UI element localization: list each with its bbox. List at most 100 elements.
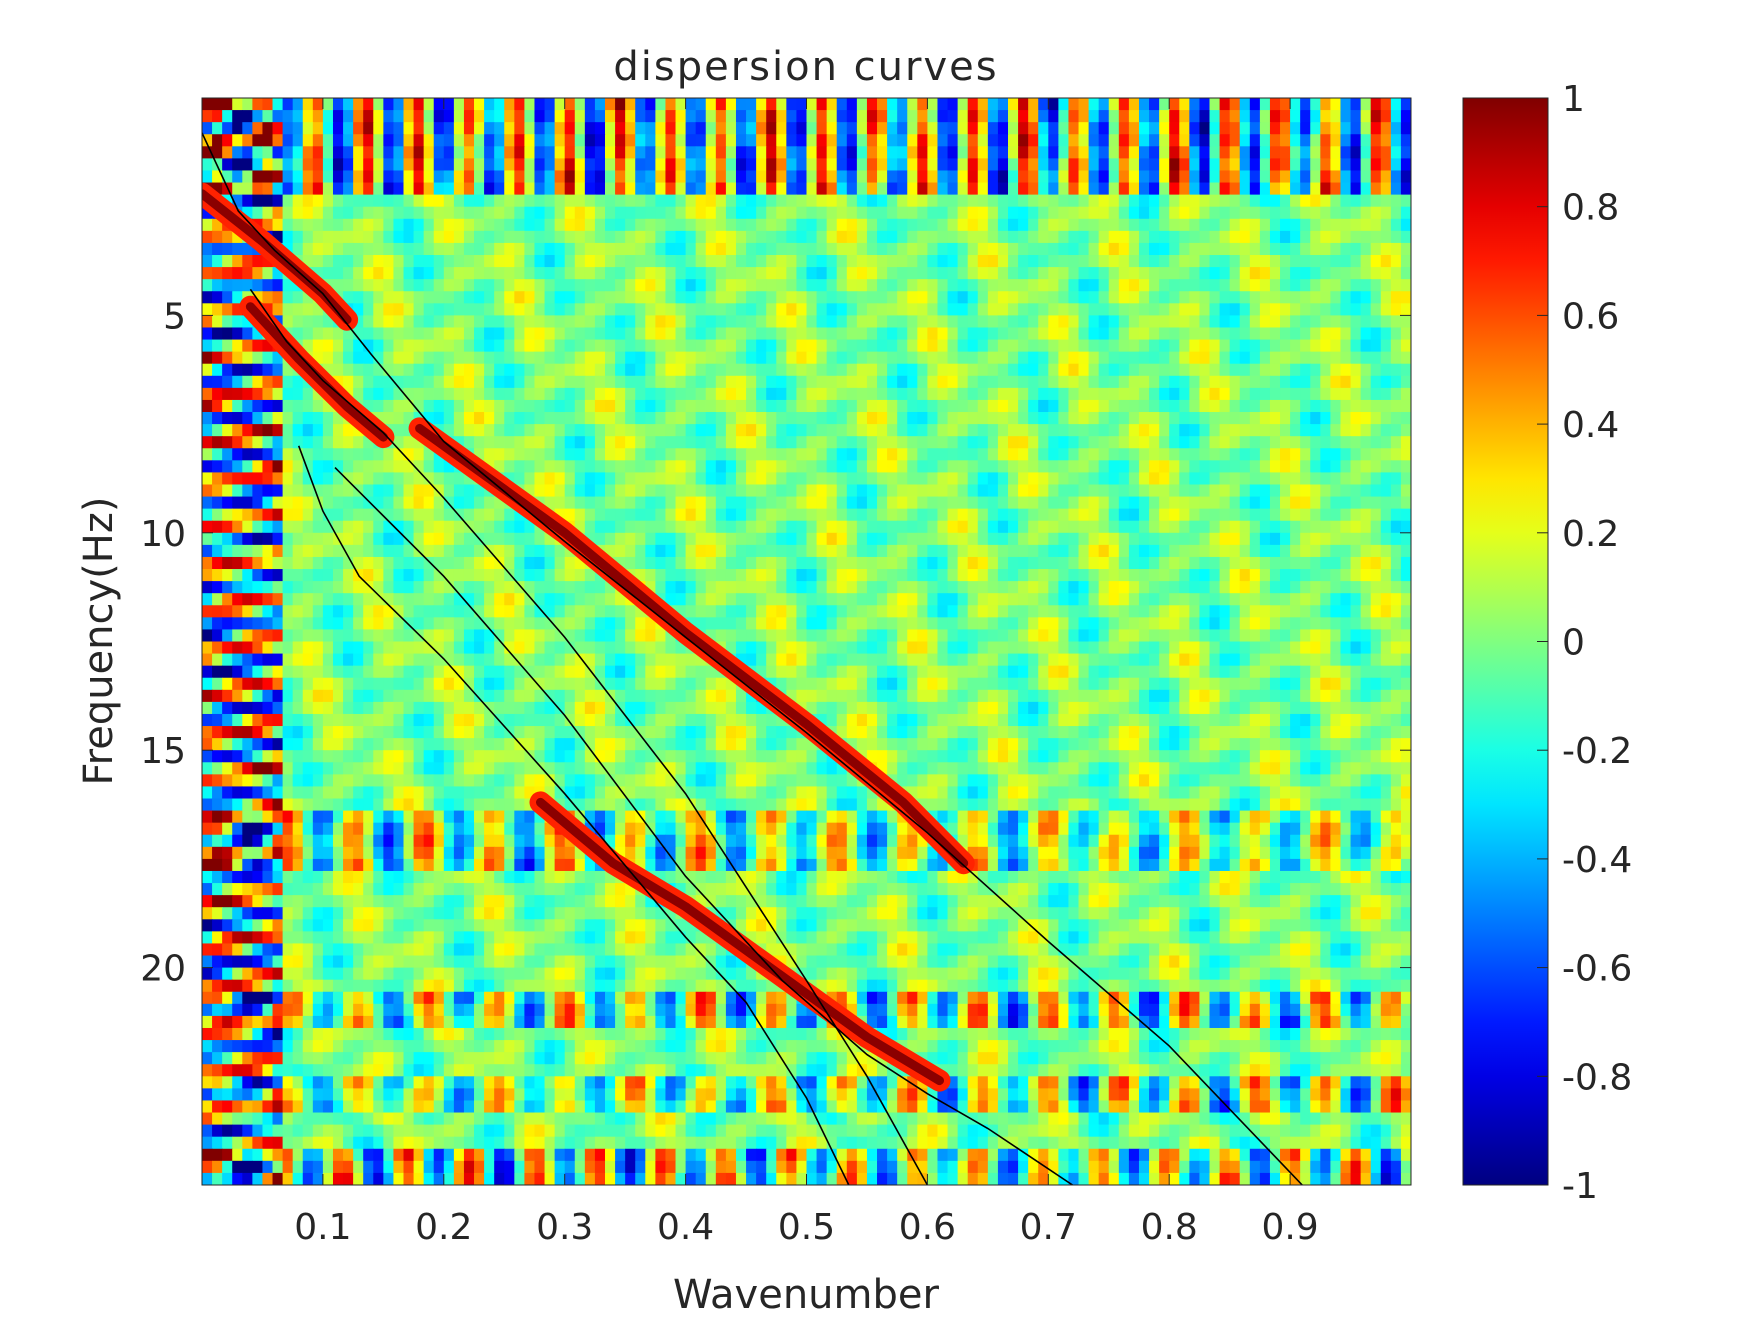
heatmap-cell bbox=[403, 315, 415, 329]
heatmap-cell bbox=[1310, 460, 1321, 474]
heatmap-cell bbox=[786, 532, 798, 546]
heatmap-cell bbox=[1259, 436, 1271, 449]
heatmap-cell bbox=[1138, 146, 1150, 159]
heatmap-cell bbox=[615, 520, 626, 534]
heatmap-cell bbox=[967, 230, 979, 244]
heatmap-cell bbox=[373, 569, 384, 582]
heatmap-cell bbox=[252, 520, 264, 534]
heatmap-cell bbox=[393, 581, 405, 594]
heatmap-cell bbox=[1259, 122, 1271, 135]
heatmap-cell bbox=[484, 363, 495, 377]
heatmap-cell bbox=[826, 387, 838, 401]
heatmap-cell bbox=[544, 436, 556, 449]
heatmap-cell bbox=[705, 412, 717, 425]
heatmap-cell bbox=[1058, 267, 1070, 280]
heatmap-cell bbox=[766, 255, 777, 268]
heatmap-cell bbox=[262, 170, 274, 184]
heatmap-cell bbox=[987, 98, 999, 111]
heatmap-cell bbox=[1199, 508, 1211, 522]
heatmap-cell bbox=[534, 484, 546, 498]
heatmap-cell bbox=[1068, 436, 1080, 449]
heatmap-cell bbox=[494, 158, 505, 172]
heatmap-cell bbox=[443, 412, 455, 425]
heatmap-cell bbox=[1118, 436, 1130, 449]
heatmap-cell bbox=[605, 424, 616, 437]
heatmap-cell bbox=[564, 508, 576, 522]
heatmap-cell bbox=[554, 242, 566, 256]
heatmap-cell bbox=[1219, 351, 1231, 365]
heatmap-cell bbox=[685, 122, 697, 135]
heatmap-cell bbox=[383, 315, 395, 329]
heatmap-cell bbox=[967, 194, 979, 208]
heatmap-cell bbox=[1350, 146, 1362, 159]
heatmap-cell bbox=[383, 508, 395, 522]
heatmap-cell bbox=[866, 230, 878, 244]
heatmap-cell bbox=[202, 569, 213, 582]
heatmap-cell bbox=[1068, 255, 1080, 268]
heatmap-cell bbox=[554, 291, 566, 304]
heatmap-cell bbox=[1088, 206, 1100, 220]
heatmap-cell bbox=[1300, 399, 1311, 413]
heatmap-cell bbox=[897, 134, 908, 147]
heatmap-cell bbox=[423, 291, 435, 304]
heatmap-cell bbox=[957, 375, 969, 389]
heatmap-cell bbox=[1340, 484, 1352, 498]
heatmap-cell bbox=[1259, 255, 1271, 268]
heatmap-cell bbox=[746, 98, 757, 111]
heatmap-cell bbox=[484, 339, 495, 353]
heatmap-cell bbox=[1169, 267, 1180, 280]
heatmap-cell bbox=[756, 182, 767, 196]
heatmap-cell bbox=[1118, 194, 1130, 208]
heatmap-cell bbox=[403, 303, 415, 316]
heatmap-cell bbox=[322, 436, 334, 449]
heatmap-cell bbox=[1189, 230, 1201, 244]
heatmap-cell bbox=[504, 472, 515, 486]
heatmap-cell bbox=[675, 279, 687, 292]
heatmap-cell bbox=[594, 339, 606, 353]
heatmap-cell bbox=[594, 387, 606, 401]
heatmap-cell bbox=[1360, 134, 1372, 147]
heatmap-cell bbox=[947, 170, 959, 184]
heatmap-cell bbox=[353, 520, 364, 534]
heatmap-cell bbox=[1350, 496, 1362, 510]
heatmap-cell bbox=[1018, 351, 1029, 365]
heatmap-cell bbox=[796, 387, 808, 401]
heatmap-cell bbox=[947, 496, 959, 510]
heatmap-cell bbox=[1259, 460, 1271, 474]
heatmap-cell bbox=[1068, 448, 1080, 461]
heatmap-cell bbox=[463, 593, 475, 606]
heatmap-cell bbox=[474, 424, 485, 437]
heatmap-cell bbox=[544, 255, 556, 268]
heatmap-cell bbox=[605, 532, 616, 546]
heatmap-cell bbox=[252, 206, 264, 220]
heatmap-cell bbox=[1280, 122, 1291, 135]
heatmap-cell bbox=[796, 315, 808, 329]
heatmap-cell bbox=[1219, 569, 1231, 582]
heatmap-cell bbox=[917, 436, 928, 449]
heatmap-cell bbox=[1038, 291, 1049, 304]
heatmap-cell bbox=[343, 98, 354, 111]
heatmap-cell bbox=[524, 267, 536, 280]
heatmap-cell bbox=[645, 230, 656, 244]
heatmap-cell bbox=[1249, 255, 1261, 268]
heatmap-cell bbox=[302, 424, 314, 437]
heatmap-cell bbox=[645, 242, 656, 256]
heatmap-cell bbox=[756, 556, 767, 570]
heatmap-cell bbox=[1290, 327, 1301, 341]
heatmap-cell bbox=[1038, 194, 1049, 208]
heatmap-cell bbox=[1128, 532, 1140, 546]
heatmap-cell bbox=[1179, 255, 1190, 268]
heatmap-cell bbox=[615, 327, 626, 341]
heatmap-cell bbox=[776, 98, 787, 111]
heatmap-cell bbox=[574, 327, 586, 341]
heatmap-cell bbox=[1249, 339, 1261, 353]
heatmap-cell bbox=[1400, 170, 1411, 184]
heatmap-cell bbox=[1239, 448, 1251, 461]
heatmap-cell bbox=[474, 327, 485, 341]
heatmap-cell bbox=[1098, 375, 1110, 389]
heatmap-cell bbox=[393, 218, 405, 232]
heatmap-cell bbox=[645, 472, 656, 486]
heatmap-cell bbox=[1068, 206, 1080, 220]
heatmap-cell bbox=[1138, 98, 1150, 111]
heatmap-cell bbox=[1018, 194, 1029, 208]
